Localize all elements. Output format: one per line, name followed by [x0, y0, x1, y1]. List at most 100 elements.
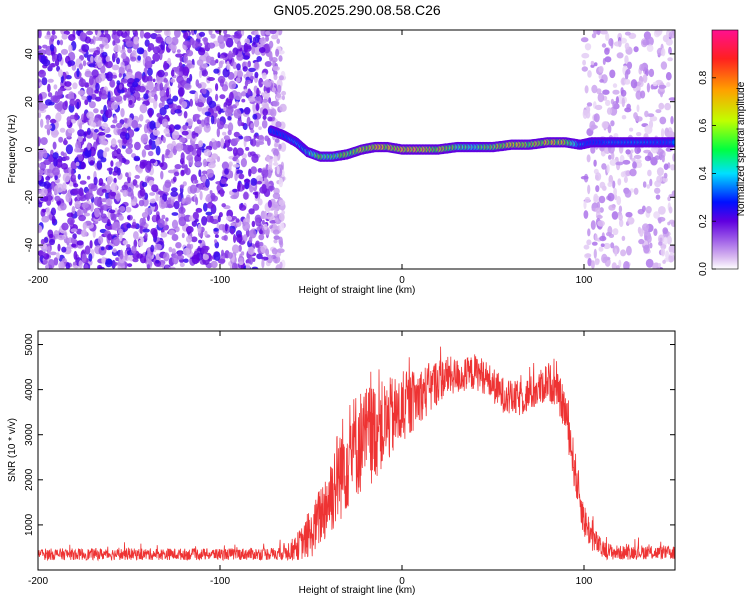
- spectrogram-noise-blob: [608, 204, 616, 211]
- spectrogram-noise-blob: [182, 66, 190, 76]
- spectrogram-noise-blob: [261, 183, 267, 192]
- spectrogram-noise-blob: [88, 101, 96, 109]
- spectrogram-noise-blob: [652, 81, 658, 87]
- spectrogram-noise-blob: [42, 149, 48, 159]
- spectrogram-noise-blob: [39, 81, 43, 87]
- spectrogram-noise-blob: [217, 52, 221, 59]
- spectrogram-noise-blob: [241, 98, 246, 103]
- spectrogram-noise-blob: [164, 264, 170, 269]
- spectrogram-noise-blob: [116, 80, 121, 86]
- spectrogram-noise-blob: [77, 173, 81, 180]
- spectrogram-noise-blob: [43, 237, 49, 243]
- spectrogram-noise-blob: [589, 120, 596, 131]
- spectrogram-noise-blob: [44, 99, 53, 106]
- spectrogram-noise-blob: [40, 137, 48, 146]
- spectrogram-ridge-core: [672, 140, 675, 145]
- spectrogram-noise-blob: [101, 188, 107, 193]
- snr-plot: -200 -100 0 100 1000 2000 3000 4000 5000 Height …: [7, 330, 676, 596]
- spectrogram-noise-blob: [597, 220, 605, 227]
- spectrogram-noise-blob: [603, 242, 611, 250]
- spectrogram-noise-blob: [38, 49, 47, 56]
- spectrogram-noise-blob: [108, 209, 116, 214]
- spectrogram-noise-blob: [629, 127, 634, 132]
- spectrogram-noise-blob: [590, 60, 595, 66]
- spectrogram-noise-blob: [73, 250, 78, 260]
- spectrogram-noise-blob: [646, 82, 651, 93]
- spectrogram-noise-blob: [271, 87, 276, 93]
- spectrogram-noise-blob: [183, 145, 188, 153]
- spectrogram-noise-blob: [190, 236, 198, 243]
- spectrogram-noise-blob: [250, 129, 255, 134]
- spectrogram-noise-blob: [132, 258, 139, 263]
- spectrogram-noise-blob: [638, 238, 645, 245]
- spectrogram-noise-blob: [160, 232, 168, 238]
- spectrogram-noise-blob: [642, 74, 648, 83]
- spectrogram-noise-blob: [176, 75, 184, 84]
- spectrogram-noise-blob: [173, 200, 180, 210]
- spectrogram-noise-blob: [590, 145, 596, 154]
- spectrogram-noise-blob: [181, 130, 189, 136]
- spectrogram-noise-blob: [159, 162, 164, 168]
- spectrogram-noise-blob: [49, 119, 57, 124]
- spectrogram-noise-blob: [261, 258, 265, 269]
- spectrogram-x-label: Height of straight line (km): [299, 285, 416, 296]
- spectrogram-noise-blob: [241, 91, 246, 97]
- spectrogram-noise-blob: [656, 167, 664, 177]
- spectrogram-noise-blob: [230, 222, 236, 227]
- spectrogram-noise-blob: [204, 116, 210, 126]
- spectrogram-noise-blob: [48, 234, 54, 239]
- spectrogram-noise-blob: [663, 163, 669, 170]
- spectrogram-noise-blob: [68, 34, 76, 41]
- spectrogram-noise-blob: [667, 57, 673, 62]
- spectrogram-noise-blob: [66, 212, 74, 218]
- spectrogram-noise-blob: [83, 113, 87, 124]
- spectrogram-noise-blob: [258, 77, 264, 88]
- spectrogram-noise-blob: [128, 99, 133, 106]
- spectrogram-noise-blob: [50, 62, 56, 68]
- spectrogram-noise-blob: [251, 266, 259, 269]
- spectrogram-noise-blob: [647, 113, 655, 118]
- spectrogram-noise-blob: [141, 181, 148, 187]
- spectrogram-noise-blob: [152, 78, 156, 83]
- spectrogram-noise-blob: [250, 166, 257, 175]
- spectrogram-noise-blob: [201, 88, 207, 95]
- spectrogram-noise-blob: [591, 84, 598, 94]
- spectrogram-noise-blob: [620, 249, 627, 257]
- spectrogram-noise-blob: [624, 31, 631, 36]
- spectrogram-noise-blob: [198, 31, 206, 37]
- spectrogram-noise-blob: [60, 151, 65, 156]
- spectrogram-noise-blob: [87, 192, 94, 200]
- spectrogram-noise-blob: [109, 79, 116, 88]
- spectrogram-noise-blob: [66, 116, 72, 123]
- spectrogram-noise-blob: [232, 147, 238, 157]
- spectrogram-noise-blob: [236, 169, 243, 175]
- spectrogram-noise-blob: [120, 61, 125, 68]
- spectrogram-noise-blob: [596, 88, 602, 95]
- spectrogram-noise-blob: [171, 234, 179, 241]
- spectrogram-noise-blob: [42, 59, 51, 67]
- spectrogram-noise-blob: [177, 251, 183, 257]
- snr-x-label: Height of straight line (km): [299, 585, 416, 596]
- spectrogram-noise-blob: [657, 263, 662, 268]
- spectrogram-noise-blob: [624, 78, 631, 85]
- spectrogram-noise-blob: [609, 159, 617, 166]
- spectrogram-noise-blob: [230, 194, 238, 200]
- spectrogram-noise-blob: [597, 92, 605, 103]
- spectrogram-noise-blob: [163, 252, 170, 262]
- spectrogram-noise-blob: [189, 184, 198, 194]
- spectrogram-noise-blob: [150, 244, 155, 253]
- spectrogram-noise-blob: [649, 116, 658, 122]
- spectrogram-noise-blob: [176, 254, 185, 260]
- spectrogram-noise-blob: [238, 135, 244, 140]
- spectrogram-noise-blob: [268, 185, 275, 191]
- spectrogram-noise-blob: [110, 138, 117, 148]
- spectrogram-noise-blob: [48, 259, 55, 269]
- spectrogram-noise-blob: [270, 108, 277, 118]
- spectrogram-noise-blob: [231, 52, 236, 58]
- spectrogram-noise-blob: [118, 73, 122, 78]
- spectrogram-noise-blob: [214, 239, 218, 244]
- spectrogram-noise-blob: [96, 188, 101, 195]
- spectrogram-noise-blob: [598, 65, 604, 73]
- spectrogram-noise-blob: [174, 124, 181, 130]
- spectrogram-noise-blob: [583, 200, 587, 210]
